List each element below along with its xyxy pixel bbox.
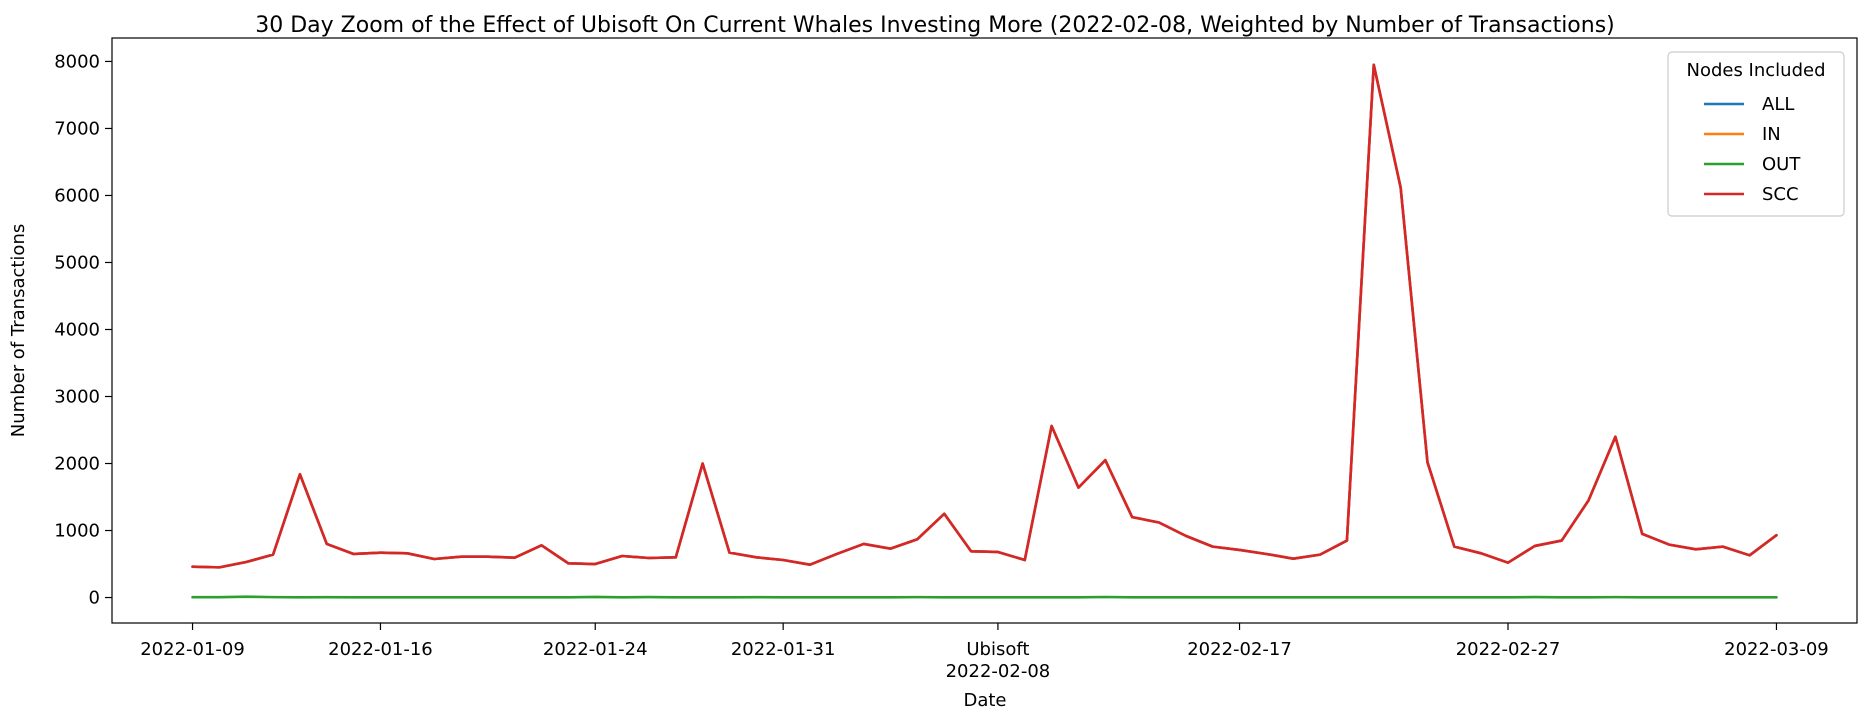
y-tick-label: 4000 [54, 319, 100, 340]
y-tick-label: 8000 [54, 51, 100, 72]
x-tick-label: 2022-02-27 [1456, 639, 1561, 660]
series-line-out [191, 595, 1778, 599]
legend-label-out: OUT [1762, 154, 1801, 175]
x-tick-label: 2022-01-16 [328, 639, 433, 660]
x-tick-label: 2022-03-09 [1724, 639, 1829, 660]
y-tick-label: 0 [89, 588, 100, 609]
y-tick-label: 2000 [54, 454, 100, 475]
legend-title: Nodes Included [1686, 60, 1825, 81]
y-tick-label: 6000 [54, 185, 100, 206]
x-tick-label: 2022-01-09 [140, 639, 245, 660]
chart-title: 30 Day Zoom of the Effect of Ubisoft On … [255, 13, 1615, 38]
y-tick-label: 5000 [54, 252, 100, 273]
x-tick-label: 2022-01-31 [731, 639, 836, 660]
y-axis-label: Number of Transactions [8, 224, 29, 437]
y-tick-label: 3000 [54, 387, 100, 408]
x-tick-label: 2022-02-17 [1187, 639, 1292, 660]
plot-area: 0 1000 2000 3000 4000 5000 6000 7000 8000 2022-01… [54, 37, 1858, 682]
y-tick-label: 1000 [54, 521, 100, 542]
x-tick-label-secondary: 2022-02-08 [946, 661, 1051, 682]
legend-box [1667, 51, 1845, 217]
x-tick-label: 2022-01-24 [543, 639, 648, 660]
axes-frame [111, 37, 1858, 624]
legend-label-all: ALL [1762, 94, 1794, 115]
x-tick-label: Ubisoft [966, 639, 1029, 660]
series-line-scc [191, 63, 1778, 569]
legend: Nodes Included ALL IN OUT SCC [1667, 51, 1845, 217]
legend-label-scc: SCC [1762, 184, 1799, 205]
x-axis-label: Date [963, 690, 1006, 711]
legend-label-in: IN [1762, 124, 1781, 145]
y-tick-label: 7000 [54, 118, 100, 139]
